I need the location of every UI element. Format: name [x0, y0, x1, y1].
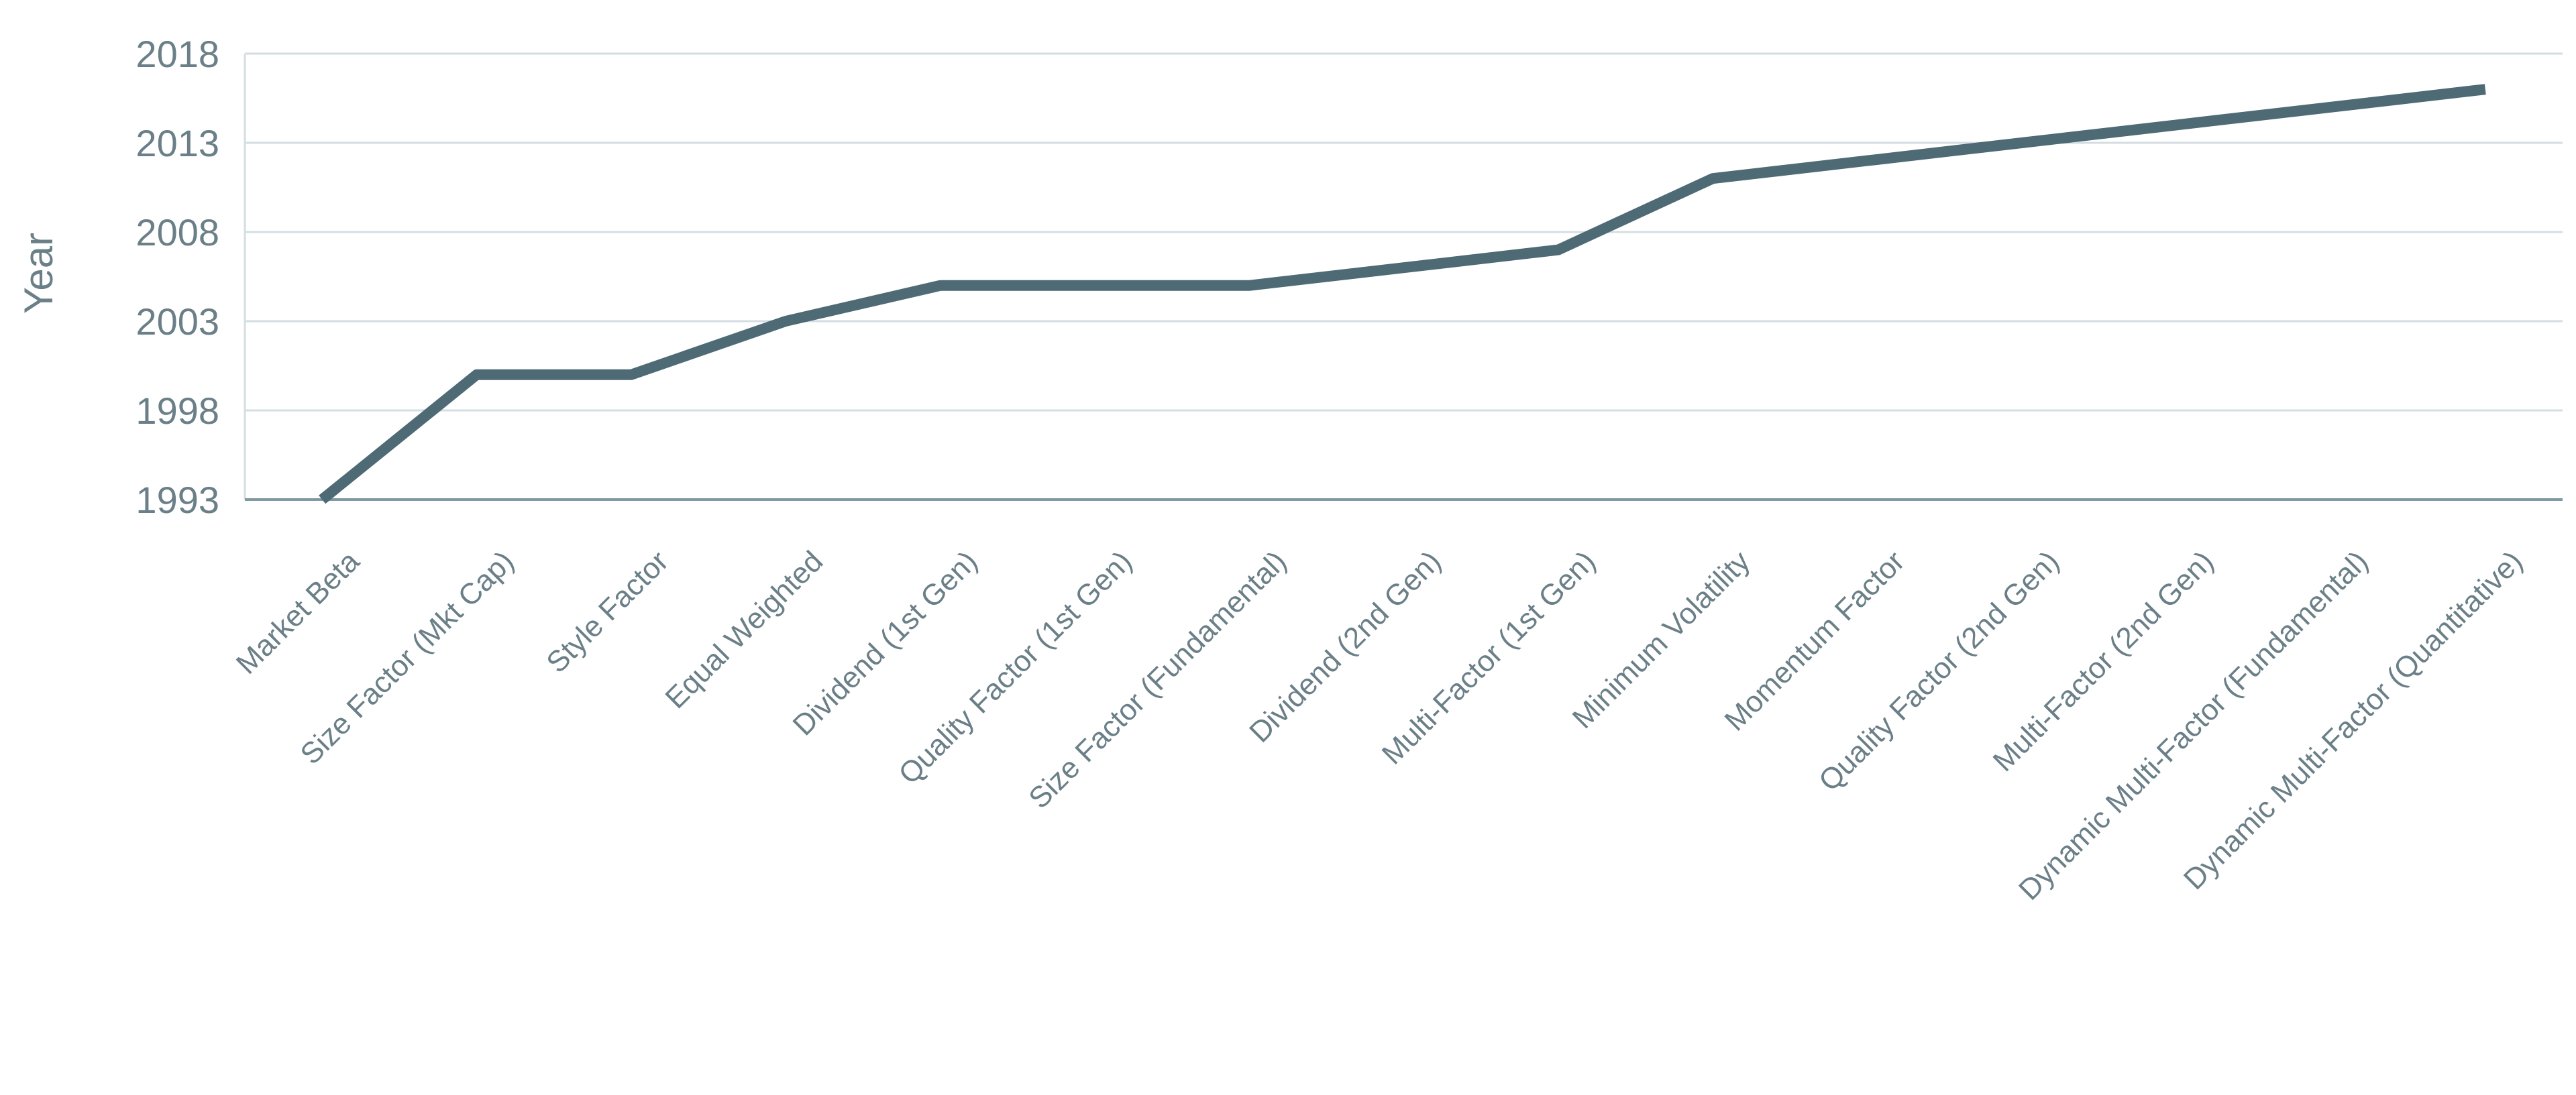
x-tick-label: Size Factor (Fundamental): [1022, 544, 1293, 815]
y-axis-title: Year: [16, 233, 61, 314]
y-tick-label: 1998: [136, 390, 219, 432]
series-layer: [319, 84, 2486, 504]
y-tick-labels: 1993 1998 2003 2008 2013 2018: [136, 33, 219, 521]
x-tick-label: Dynamic Multi-Factor (Fundamental): [2012, 544, 2375, 907]
x-tick-label: Dynamic Multi-Factor (Quantitative): [2178, 544, 2529, 896]
x-tick-label: Equal Weighted: [659, 544, 829, 715]
y-tick-label: 2008: [136, 211, 219, 253]
x-tick-label: Market Beta: [230, 544, 366, 681]
y-tick-label: 2018: [136, 33, 219, 75]
series-line: [319, 84, 2486, 504]
y-tick-label: 2013: [136, 122, 219, 164]
y-tick-label: 1993: [136, 479, 219, 521]
x-tick-label: Style Factor: [540, 544, 675, 679]
y-tick-label: 2003: [136, 300, 219, 343]
grid-layer: [244, 52, 2563, 500]
